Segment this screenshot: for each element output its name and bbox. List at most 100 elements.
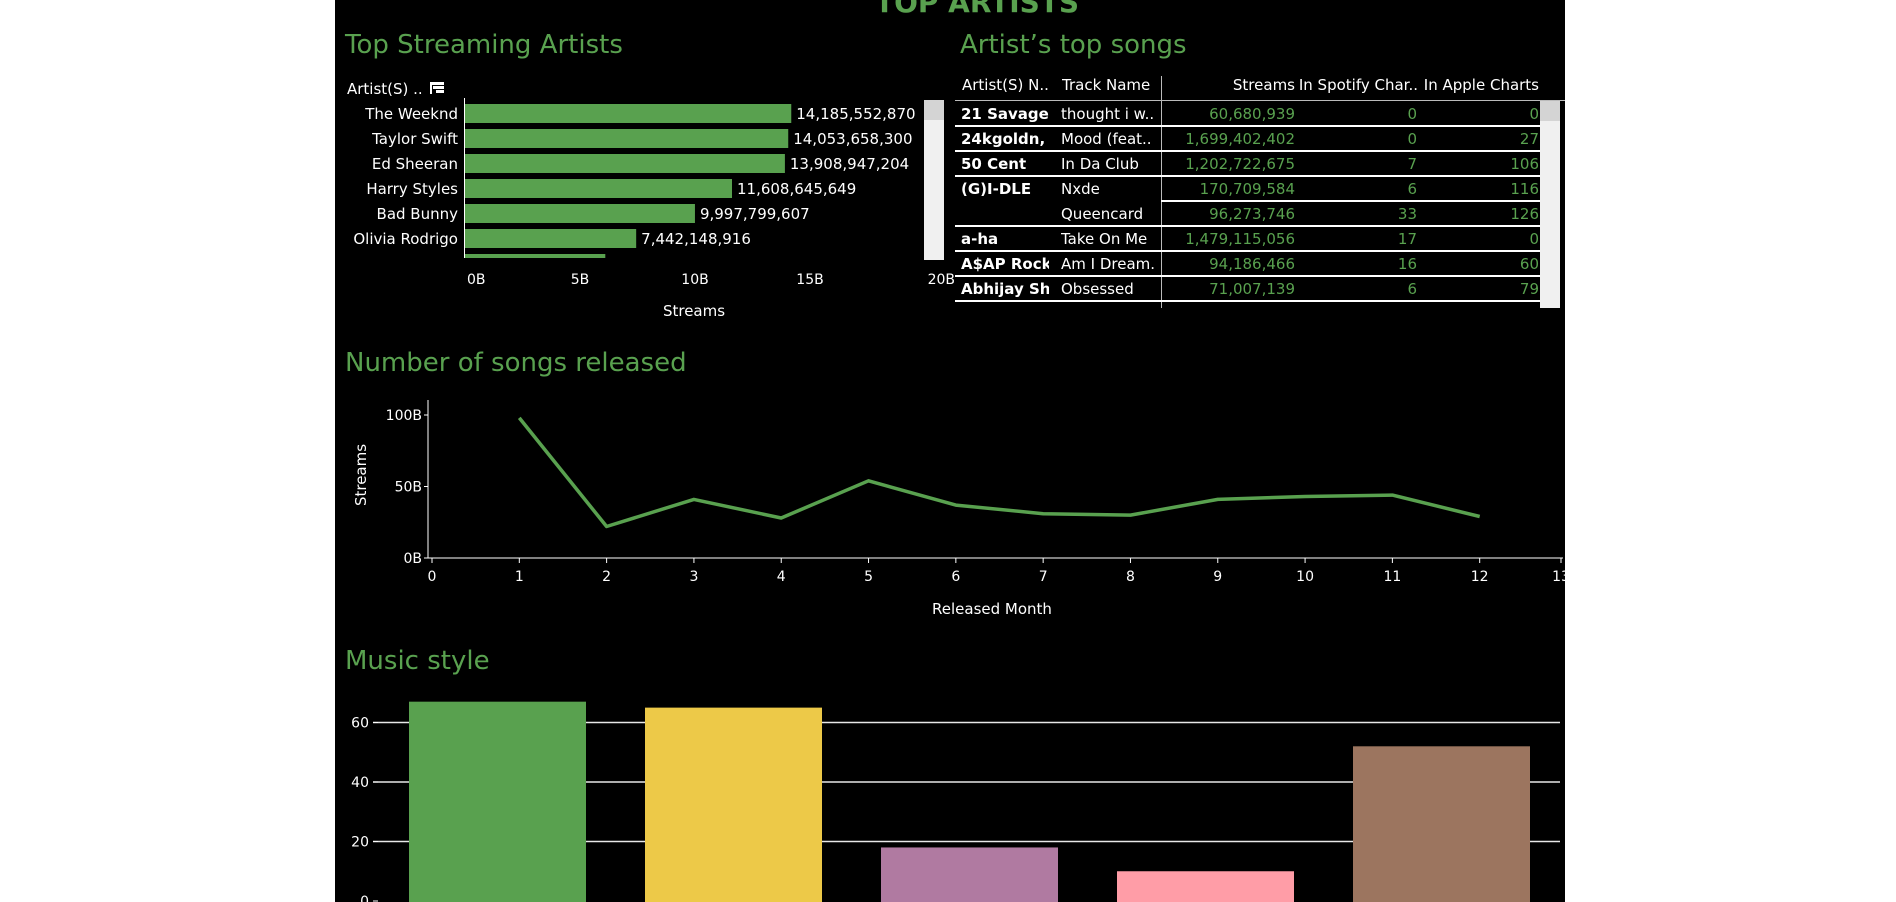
cell-streams: 71,007,139 [1209, 280, 1295, 298]
table-row[interactable]: Abhijay Sha.. Obsessed 71,007,139 6 79 [955, 276, 1565, 302]
table-row[interactable]: 50 Cent In Da Club 1,202,722,675 7 106 [955, 151, 1565, 177]
artist-value-label: 14,053,658,300 [793, 130, 912, 148]
cell-streams: 170,709,584 [1199, 180, 1295, 198]
artist-value-label: 7,442,148,916 [641, 230, 751, 248]
streams-line [517, 416, 1481, 529]
cell-track: Am I Dream.. [1061, 255, 1155, 273]
cell-apple: 0 [1529, 105, 1539, 123]
top-artists-header[interactable]: Artist(S) .. [347, 80, 445, 99]
table-row[interactable]: (G)I-DLE Nxde 170,709,584 6 116 [955, 176, 1565, 202]
x-tick-label: 12 [1471, 569, 1489, 585]
cell-artist: a-ha [961, 230, 999, 248]
sort-descending-icon[interactable] [429, 81, 445, 99]
cell-apple: 27 [1519, 130, 1539, 148]
cell-streams: 1,202,722,675 [1185, 155, 1295, 173]
cell-track: In Da Club [1061, 155, 1139, 173]
cell-track: Mood (feat.. [1061, 130, 1152, 148]
cell-spotify: 33 [1397, 205, 1417, 223]
music-style-chart: 0 20 40 60 [351, 701, 1560, 902]
col-header-track[interactable]: Track Name [1062, 76, 1151, 94]
top-songs-title: Artist’s top songs [960, 30, 1187, 60]
x-tick-label: 4 [777, 569, 786, 585]
top-artists-chart: The Weeknd 14,185,552,870 Taylor Swift 14,0… [353, 98, 955, 320]
x-tick-label: 3 [689, 569, 698, 585]
songs-released-title: Number of songs released [345, 348, 687, 378]
cell-track: Take On Me [1061, 230, 1148, 248]
cell-spotify: 6 [1407, 180, 1417, 198]
table-row[interactable]: Queencard 96,273,746 33 126 [955, 201, 1565, 227]
table-row-partial [955, 301, 1540, 307]
top-artists-x-title: Streams [663, 302, 725, 320]
cell-apple: 126 [1510, 205, 1539, 223]
row-divider [955, 150, 1540, 152]
artist-bar [465, 229, 637, 248]
artist-bar [465, 179, 732, 198]
cell-apple: 79 [1519, 280, 1539, 298]
artist-label: Ed Sheeran [372, 155, 458, 173]
music-style-bar [1117, 871, 1294, 902]
table-row[interactable]: A$AP Rocky.. Am I Dream.. 94,186,466 16 60 [955, 251, 1565, 277]
cell-spotify: 17 [1397, 230, 1417, 248]
x-tick-label: 5B [571, 272, 590, 288]
music-style-bar [409, 701, 586, 902]
cell-artist: A$AP Rocky.. [961, 255, 1049, 273]
table-row[interactable]: 21 Savage, .. thought i w.. 60,680,939 0 0 [955, 101, 1565, 127]
table-row[interactable]: 24kgoldn, I.. Mood (feat.. 1,699,402,402 0 2… [955, 126, 1565, 152]
artist-bar [465, 104, 792, 123]
dashboard-title: TOP ARTISTS [875, 0, 1080, 19]
row-divider [955, 175, 1540, 177]
table-header-divider [955, 100, 1565, 101]
top-artists-scrollbar-thumb[interactable] [924, 100, 944, 120]
cell-spotify: 0 [1407, 105, 1417, 123]
y-tick-label: 40 [351, 775, 369, 791]
table-column-divider [1161, 76, 1162, 308]
row-divider [955, 300, 1540, 302]
x-tick-label: 10B [681, 272, 708, 288]
x-tick-label: 2 [602, 569, 611, 585]
col-header-streams[interactable]: Streams [1232, 76, 1295, 94]
y-tick-label: 50B [395, 480, 422, 496]
cell-spotify: 6 [1407, 280, 1417, 298]
x-tick-label: 6 [951, 569, 960, 585]
col-header-artist[interactable]: Artist(S) N.. [962, 76, 1049, 94]
y-tick-label: 60 [351, 716, 369, 732]
x-tick-label: 7 [1039, 569, 1048, 585]
artist-bar [465, 204, 695, 223]
artist-bar [465, 129, 789, 148]
music-style-bar [881, 847, 1058, 902]
x-tick-label: 0B [467, 272, 486, 288]
x-tick-label: 9 [1213, 569, 1222, 585]
top-artists-title: Top Streaming Artists [345, 30, 623, 60]
y-tick-label: 100B [386, 408, 422, 424]
artist-label: Bad Bunny [377, 205, 459, 223]
cell-track: Nxde [1061, 180, 1100, 198]
x-tick-label: 10 [1296, 569, 1314, 585]
table-v-scrollbar-thumb[interactable] [1540, 101, 1560, 121]
y-tick-label: 20 [351, 835, 369, 851]
music-style-title: Music style [345, 646, 490, 676]
top-songs-table: Artist(S) N.. Track Name Streams In Spot… [955, 76, 1565, 308]
artist-label: The Weeknd [364, 105, 458, 123]
music-style-bars [409, 701, 1530, 902]
row-divider [955, 125, 1540, 127]
artist-value-label: 11,608,645,649 [737, 180, 856, 198]
top-artists-scrollbar[interactable] [924, 100, 944, 260]
cell-apple: 116 [1510, 180, 1539, 198]
top-artists-bars: The Weeknd 14,185,552,870 Taylor Swift 14,0… [353, 98, 916, 258]
music-style-bar [1353, 746, 1530, 902]
row-divider [955, 250, 1540, 252]
col-header-apple[interactable]: In Apple Charts [1423, 76, 1539, 94]
y-tick-label: 0 [360, 894, 369, 902]
table-row[interactable]: a-ha Take On Me 1,479,115,056 17 0 [955, 226, 1565, 252]
table-v-scrollbar[interactable] [1540, 101, 1560, 308]
col-header-spotify[interactable]: In Spotify Char.. [1298, 76, 1418, 94]
artist-label: Olivia Rodrigo [353, 230, 458, 248]
top-artists-x-ticks: 0B 5B 10B 15B 20B [467, 272, 955, 288]
songs-released-x-title: Released Month [932, 600, 1052, 618]
artist-value-label: 9,997,799,607 [700, 205, 810, 223]
cell-streams: 96,273,746 [1209, 205, 1295, 223]
artist-label: Harry Styles [366, 180, 458, 198]
cell-apple: 60 [1519, 255, 1539, 273]
cell-streams: 60,680,939 [1209, 105, 1295, 123]
artist-value-label: 13,908,947,204 [790, 155, 909, 173]
